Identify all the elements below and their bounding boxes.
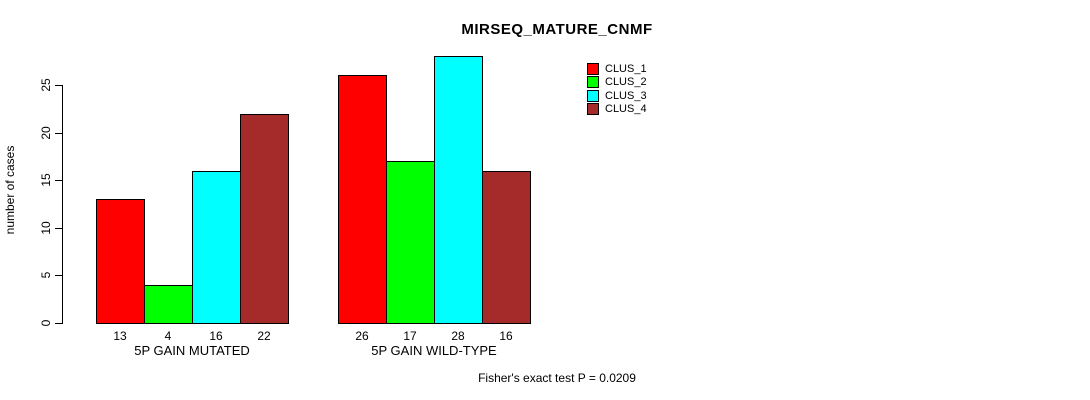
bar xyxy=(144,285,193,324)
y-tick xyxy=(55,85,62,86)
y-tick xyxy=(55,133,62,134)
legend-swatch xyxy=(587,76,599,89)
group-label: 5P GAIN WILD-TYPE xyxy=(371,343,497,358)
legend-label: CLUS_3 xyxy=(605,89,647,102)
bar xyxy=(482,171,531,324)
legend-row: CLUS_3 xyxy=(587,89,647,103)
annotation-text: Fisher's exact test P = 0.0209 xyxy=(478,371,636,385)
legend-swatch xyxy=(587,62,599,75)
legend-swatch xyxy=(587,103,599,116)
y-tick-label: 20 xyxy=(39,126,53,140)
y-tick-label: 10 xyxy=(39,221,53,235)
legend: CLUS_1 CLUS_2 CLUS_3 CLUS_4 xyxy=(587,62,647,116)
y-axis-line xyxy=(62,85,63,324)
y-tick-label: 0 xyxy=(39,319,53,327)
y-tick-label: 25 xyxy=(39,78,53,92)
bar-value-label: 28 xyxy=(451,329,465,343)
plot-title: MIRSEQ_MATURE_CNMF xyxy=(461,21,653,38)
bar xyxy=(386,161,435,324)
bar-value-label: 22 xyxy=(257,329,271,343)
bar-value-label: 4 xyxy=(164,329,172,343)
y-tick-label: 15 xyxy=(39,173,53,187)
bar-value-label: 13 xyxy=(113,329,127,343)
legend-row: CLUS_4 xyxy=(587,103,647,117)
bar-value-label: 16 xyxy=(209,329,223,343)
y-tick xyxy=(55,323,62,324)
bar xyxy=(96,199,145,324)
y-tick xyxy=(55,228,62,229)
bar-value-label: 17 xyxy=(403,329,417,343)
legend-label: CLUS_2 xyxy=(605,76,647,89)
bar xyxy=(338,75,387,324)
legend-label: CLUS_1 xyxy=(605,62,647,75)
legend-row: CLUS_2 xyxy=(587,76,647,90)
bar xyxy=(192,171,241,324)
legend-label: CLUS_4 xyxy=(605,103,647,116)
legend-row: CLUS_1 xyxy=(587,62,647,76)
bar-value-label: 26 xyxy=(355,329,369,343)
group-label: 5P GAIN MUTATED xyxy=(134,343,250,358)
y-tick xyxy=(55,275,62,276)
y-tick xyxy=(55,180,62,181)
y-tick-label: 5 xyxy=(39,271,53,279)
bar xyxy=(434,56,483,324)
bar xyxy=(240,114,289,324)
legend-swatch xyxy=(587,89,599,102)
bar-value-label: 16 xyxy=(499,329,513,343)
